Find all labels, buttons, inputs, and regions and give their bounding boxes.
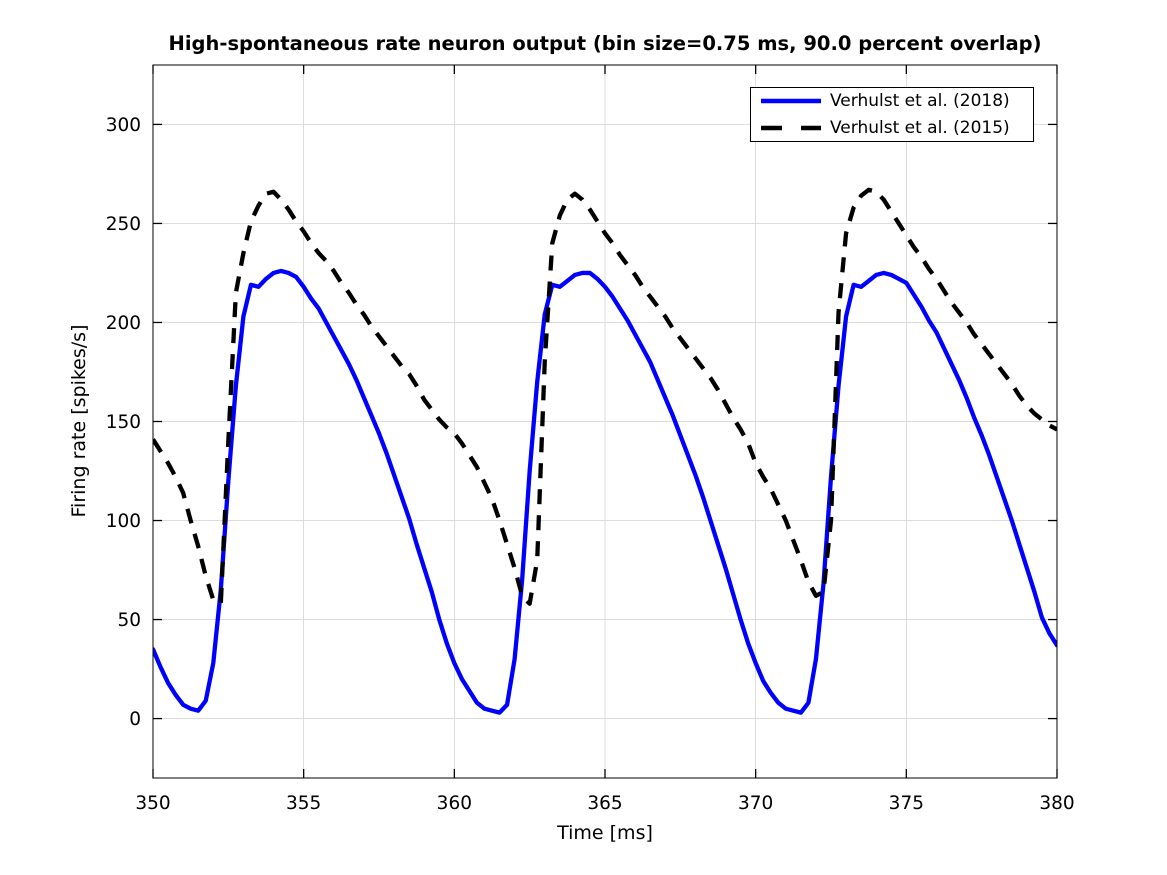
y-tick-label: 300 [106, 115, 141, 136]
y-tick-label: 0 [129, 709, 141, 730]
x-axis-label: Time [ms] [557, 822, 653, 844]
legend: Verhulst et al. (2018) Verhulst et al. (… [750, 87, 1034, 142]
chart-title: High-spontaneous rate neuron output (bin… [168, 32, 1042, 55]
legend-line-solid-icon [761, 99, 821, 104]
legend-item-verhulst-2018: Verhulst et al. (2018) [751, 88, 1033, 114]
x-tick-label: 350 [135, 793, 170, 814]
y-tick-label: 150 [106, 412, 141, 433]
y-tick-label: 100 [106, 511, 141, 532]
x-tick-label: 355 [286, 793, 321, 814]
x-tick-label: 365 [587, 793, 622, 814]
legend-label: Verhulst et al. (2018) [830, 91, 1010, 112]
y-tick-label: 50 [117, 610, 141, 631]
y-tick-label: 200 [106, 313, 141, 334]
axes-box [152, 64, 1058, 779]
x-tick-label: 370 [738, 793, 773, 814]
legend-label: Verhulst et al. (2015) [830, 117, 1010, 138]
series-line-verhulst-2018 [153, 268, 1057, 715]
y-tick-label: 250 [106, 214, 141, 235]
x-tick-label: 375 [889, 793, 924, 814]
legend-item-verhulst-2015: Verhulst et al. (2015) [751, 115, 1033, 141]
x-tick-label: 380 [1039, 793, 1074, 814]
y-axis-label: Firing rate [spikes/s] [68, 324, 90, 518]
series-line-verhulst-2015 [153, 187, 1057, 606]
legend-line-dashed-icon [761, 125, 821, 130]
x-tick-label: 360 [437, 793, 472, 814]
